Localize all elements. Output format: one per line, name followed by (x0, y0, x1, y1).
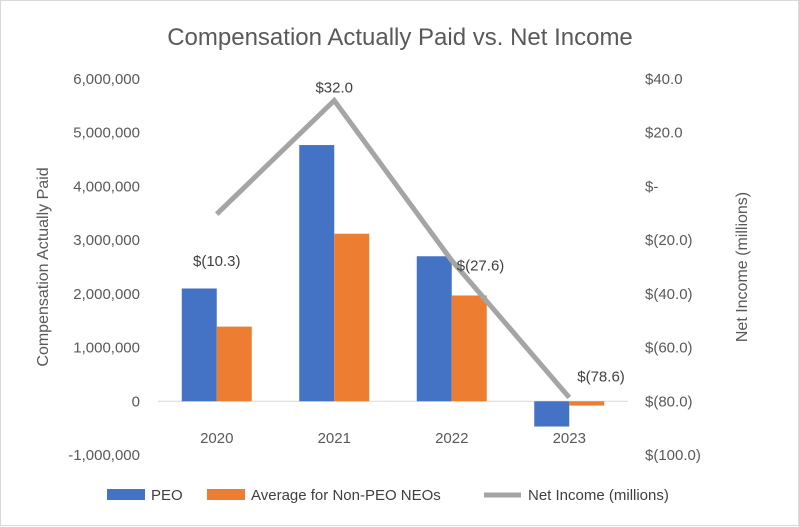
y2-tick-label: $(20.0) (645, 232, 693, 249)
y-tick-label: 4,000,000 (73, 178, 140, 195)
y2-tick-label: $(40.0) (645, 286, 693, 303)
bar-peo (181, 288, 217, 402)
x-tick-label: 2023 (553, 430, 586, 447)
y2-axis-title: Net Income (millions) (734, 192, 751, 342)
y-tick-label: 5,000,000 (73, 125, 140, 142)
net-income-data-label: $32.0 (315, 79, 353, 96)
bar-peo (299, 145, 335, 402)
x-tick-label: 2022 (435, 430, 468, 447)
bar-neo (334, 233, 370, 402)
legend-peo-swatch (107, 489, 145, 500)
legend: PEO Average for Non-PEO NEOs Net Income (m… (107, 487, 669, 504)
bar-peo (416, 256, 452, 402)
legend-neo-label: Average for Non-PEO NEOs (251, 487, 441, 504)
y-tick-label: 6,000,000 (73, 71, 140, 88)
net-income-line (215, 96, 572, 400)
y2-tick-label: $- (645, 178, 658, 195)
y2-tick-label: $20.0 (645, 125, 683, 142)
y-tick-label: 3,000,000 (73, 232, 140, 249)
plot-area: 6,000,000 5,000,000 4,000,000 3,000,000 2,00… (68, 71, 701, 464)
legend-peo-label: PEO (151, 487, 183, 504)
chart-title: Compensation Actually Paid vs. Net Incom… (167, 24, 633, 51)
legend-neo-swatch (207, 489, 245, 500)
bar-neo (216, 326, 252, 402)
y2-tick-label: $(100.0) (645, 447, 701, 464)
net-income-data-label: $(10.3) (193, 253, 241, 270)
y-tick-label: 0 (132, 393, 140, 410)
net-income-data-label: $(78.6) (577, 369, 625, 386)
bar-neo (451, 295, 487, 402)
y2-tick-label: $(80.0) (645, 393, 693, 410)
y-tick-label: 2,000,000 (73, 286, 140, 303)
y-axis-title: Compensation Actually Paid (35, 167, 52, 366)
y2-tick-label: $40.0 (645, 71, 683, 88)
net-income-data-label: $(27.6) (457, 258, 505, 275)
bar-neo (569, 401, 605, 406)
x-tick-label: 2020 (200, 430, 233, 447)
y-tick-label: 1,000,000 (73, 340, 140, 357)
y-tick-label: -1,000,000 (68, 447, 140, 464)
y2-tick-label: $(60.0) (645, 340, 693, 357)
x-tick-label: 2021 (318, 430, 351, 447)
bar-peo (534, 401, 570, 427)
legend-net-income-label: Net Income (millions) (528, 487, 669, 504)
